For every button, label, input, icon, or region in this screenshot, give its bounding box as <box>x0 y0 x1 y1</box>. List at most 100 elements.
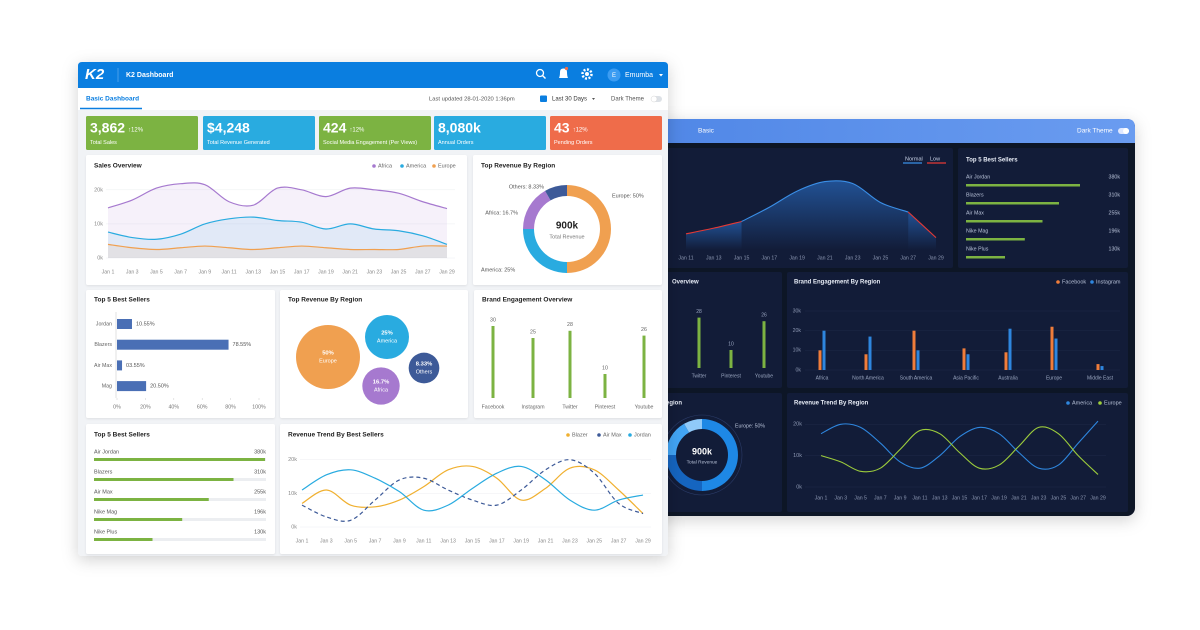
bubble-value: 25% <box>381 331 393 337</box>
progress-bar <box>966 184 1080 187</box>
x-tick-label: Jan 19 <box>513 538 529 544</box>
x-tick-label: Jan 21 <box>1011 495 1027 501</box>
avatar-initial: E <box>612 73 616 79</box>
slice-label: Europe: 50% <box>735 423 765 429</box>
value-label: 25 <box>530 329 536 335</box>
bar <box>1100 366 1104 370</box>
row-label: Air Max <box>94 489 113 495</box>
date-range[interactable]: Last 30 Days <box>552 97 587 103</box>
panel-title: Revenue Trend By Region <box>794 401 869 407</box>
donut-center-label: Total Revenue <box>687 459 718 465</box>
progress-bar <box>94 458 265 461</box>
value-label: 78.55% <box>233 342 252 348</box>
value-label: 28 <box>567 322 573 328</box>
value-label: 10 <box>602 365 608 371</box>
bar <box>729 350 733 368</box>
series-line <box>107 243 448 251</box>
legend-swatch <box>566 433 570 437</box>
x-tick-label: Pinterest <box>721 373 741 379</box>
y-tick-label: Mag <box>102 384 112 390</box>
y-tick-label: 0k <box>291 524 297 530</box>
progress-bar <box>966 220 1043 223</box>
panel <box>787 272 1128 388</box>
x-tick-label: Jan 13 <box>440 538 456 544</box>
kpi-card <box>434 116 546 150</box>
user-name: Emumba <box>625 72 653 79</box>
bar <box>1054 338 1058 370</box>
user-caret <box>659 74 663 77</box>
legend-label: Europe <box>1104 400 1122 406</box>
value-label: 130k <box>1109 246 1121 252</box>
series-line <box>107 216 448 245</box>
bar <box>697 317 701 368</box>
progress-track <box>94 538 266 541</box>
bubble-label: Europe <box>319 358 337 364</box>
panel-title: Top Revenue By Region <box>288 297 362 304</box>
panel <box>86 424 275 554</box>
x-tick-label: Jan 17 <box>971 495 987 501</box>
bell-badge <box>564 66 569 71</box>
kpi-change: ↑12% <box>349 128 365 134</box>
progress-bar <box>94 498 209 501</box>
theme-toggle-knob <box>650 95 658 103</box>
x-tick-label: Jan 19 <box>789 255 805 261</box>
x-tick-label: Middle East <box>1087 375 1114 381</box>
series-line <box>301 465 644 512</box>
bar <box>1050 326 1054 370</box>
legend-label: America <box>406 163 427 169</box>
area-fill <box>741 180 909 250</box>
bubble <box>296 325 360 389</box>
kpi-label: Pending Orders <box>554 140 593 146</box>
bubble-label: America <box>377 338 398 344</box>
kpi-value: 424 <box>323 120 347 136</box>
donut-slice <box>523 190 551 229</box>
y-tick-label: 0k <box>796 367 802 373</box>
x-tick-label: Jan 21 <box>538 538 554 544</box>
y-tick-label: 30k <box>793 308 802 314</box>
legend-swatch <box>597 433 601 437</box>
panel-title: Revenue Trend By Best Sellers <box>288 432 384 439</box>
x-tick-label: Jan 7 <box>874 495 887 501</box>
x-tick-label: Jan 19 <box>318 269 334 275</box>
x-tick-label: Jan 21 <box>342 269 358 275</box>
toolbar <box>78 88 668 110</box>
x-tick-label: Jan 9 <box>393 538 406 544</box>
app-title: K2 Dashboard <box>126 72 173 79</box>
slice-label: Europe: 50% <box>612 193 644 199</box>
bar <box>568 330 572 398</box>
value-label: 130k <box>254 529 266 535</box>
value-label: 28 <box>696 309 702 315</box>
bar <box>822 330 826 370</box>
value-label: 03.55% <box>126 363 145 369</box>
x-tick-label: Facebook <box>482 404 505 410</box>
x-tick-label: Jan 3 <box>126 269 139 275</box>
donut-slice <box>702 419 738 491</box>
x-tick-label: Jan 27 <box>611 538 627 544</box>
last-updated: Last updated 28-01-2020 1:36pm <box>429 97 515 103</box>
value-label: 196k <box>1109 228 1121 234</box>
bar <box>1004 352 1008 370</box>
value-label: 255k <box>254 489 266 495</box>
x-tick-label: Australia <box>998 375 1018 381</box>
bar <box>762 321 766 368</box>
kpi-change: ↑12% <box>573 128 589 134</box>
panel <box>474 290 662 418</box>
legend-label: Normal <box>905 156 923 162</box>
search-icon-handle <box>542 75 546 79</box>
x-tick-label: Jan 13 <box>932 495 948 501</box>
donut-slice <box>567 185 611 273</box>
bar <box>117 319 132 329</box>
x-tick-label: Jan 21 <box>817 255 833 261</box>
x-tick-label: Europe <box>1046 375 1062 381</box>
panel-title: Sales Overview <box>94 163 143 170</box>
x-tick-label: Pinterest <box>595 404 616 410</box>
search-icon <box>535 68 545 78</box>
x-tick-label: Jan 5 <box>344 538 357 544</box>
theme-label: Dark Theme <box>1077 128 1113 135</box>
bar <box>491 326 495 398</box>
series-line <box>741 180 909 222</box>
tab[interactable]: Basic Dashboard <box>86 96 139 103</box>
x-tick-label: Asia Pacific <box>953 375 979 381</box>
bar <box>916 350 920 370</box>
